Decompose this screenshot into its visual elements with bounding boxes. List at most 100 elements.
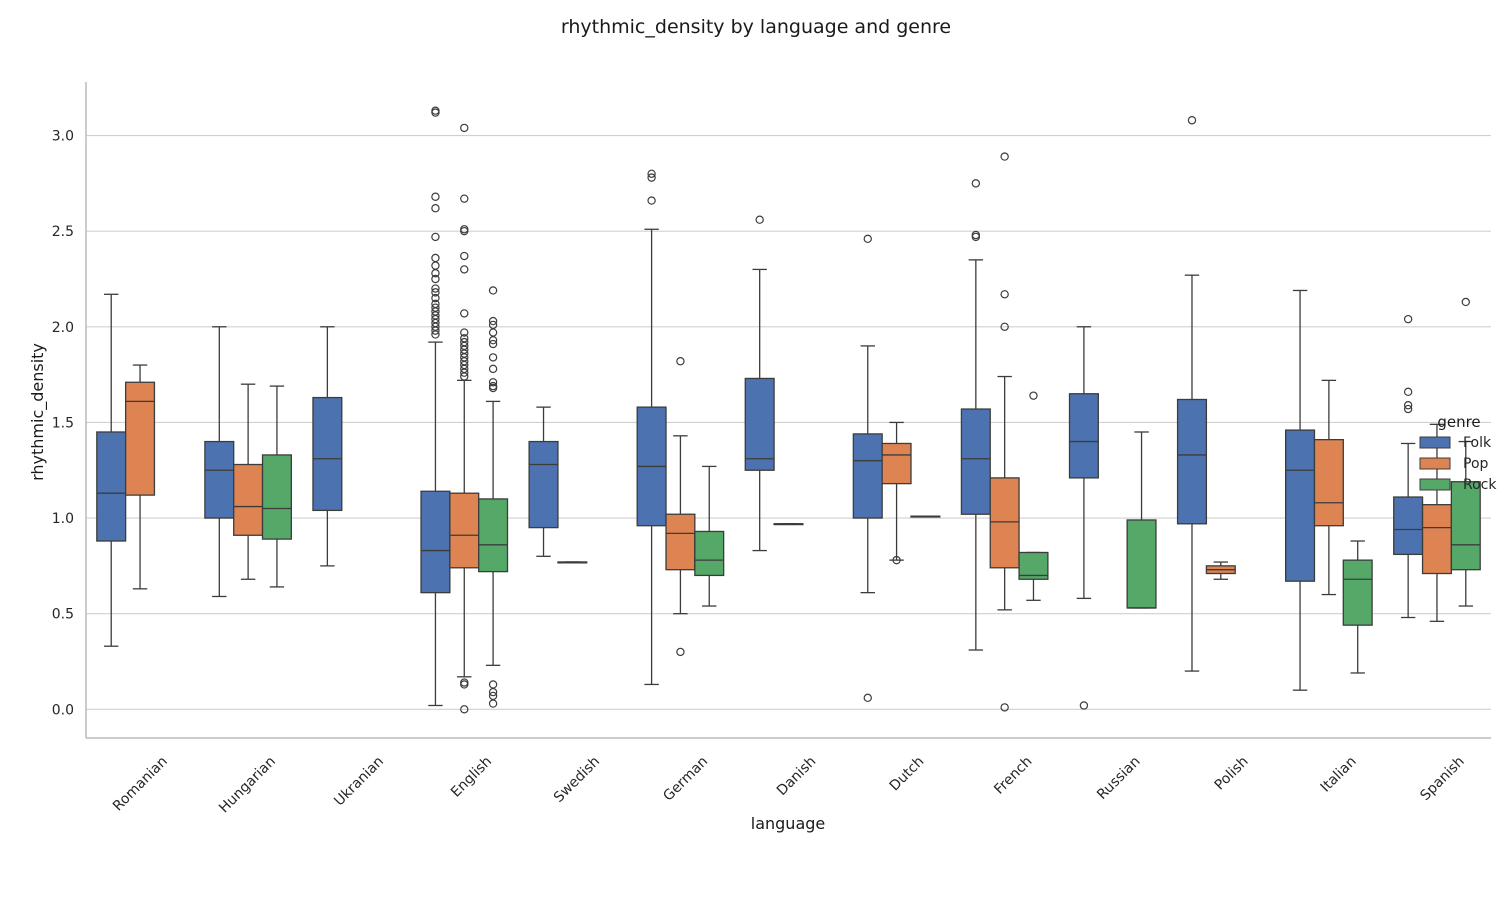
iqr-box bbox=[1450, 481, 1481, 571]
outlier-point bbox=[1403, 404, 1413, 414]
legend-swatch-pop bbox=[1419, 457, 1451, 470]
outlier-point bbox=[1403, 401, 1413, 410]
box-folk-ukranian bbox=[312, 326, 343, 567]
outlier-point bbox=[1000, 322, 1009, 332]
iqr-box bbox=[1421, 504, 1453, 575]
box-folk-french bbox=[960, 179, 991, 651]
iqr-box bbox=[124, 381, 156, 496]
box-pop-polish bbox=[1205, 561, 1236, 580]
outlier-point bbox=[431, 299, 440, 309]
y-axis-label: rhythmic_density bbox=[28, 343, 48, 481]
outlier-point bbox=[1403, 314, 1413, 324]
x-tick-label: Ukranian bbox=[331, 754, 387, 810]
iqr-box bbox=[960, 408, 991, 515]
x-tick-label: Spanish bbox=[1417, 754, 1467, 804]
iqr-box bbox=[96, 431, 127, 542]
outlier-point bbox=[460, 251, 469, 261]
outlier-point bbox=[431, 253, 440, 263]
y-tick-label: 2.5 bbox=[52, 224, 74, 240]
outlier-point bbox=[488, 328, 498, 337]
box-pop-english bbox=[449, 123, 480, 714]
outlier-point bbox=[647, 196, 656, 205]
legend-swatch-rock bbox=[1419, 478, 1451, 491]
box-folk-german bbox=[636, 169, 667, 686]
outlier-point bbox=[1403, 387, 1413, 397]
box-folk-dutch bbox=[852, 234, 883, 703]
outlier-point bbox=[647, 173, 656, 182]
outlier-point bbox=[460, 265, 469, 274]
iqr-box bbox=[478, 498, 509, 573]
outlier-point bbox=[676, 647, 685, 657]
iqr-box bbox=[744, 377, 775, 471]
iqr-box bbox=[420, 490, 451, 594]
box-folk-italian bbox=[1285, 289, 1316, 691]
outlier-point bbox=[488, 381, 498, 391]
box-folk-hungarian bbox=[204, 326, 235, 598]
box-pop-dutch bbox=[881, 421, 912, 565]
outlier-point bbox=[863, 693, 872, 703]
iqr-box bbox=[528, 440, 559, 529]
outlier-point bbox=[431, 284, 440, 293]
outlier-point bbox=[431, 192, 440, 201]
outlier-point bbox=[755, 215, 764, 224]
x-tick-label: German bbox=[660, 754, 711, 805]
x-tick-label: Hungarian bbox=[216, 754, 279, 817]
x-tick-label: Dutch bbox=[887, 754, 928, 795]
outlier-point bbox=[1029, 391, 1038, 400]
y-tick-label: 1.0 bbox=[52, 511, 74, 527]
box-rock-italian bbox=[1342, 540, 1373, 674]
legend: genre Folk Pop Rock bbox=[1419, 413, 1497, 493]
legend-label-pop: Pop bbox=[1463, 456, 1489, 472]
iqr-box bbox=[1393, 496, 1424, 556]
x-axis-label: language bbox=[751, 814, 826, 833]
box-rock-english bbox=[478, 286, 509, 708]
iqr-box bbox=[1285, 429, 1316, 582]
box-rock-german bbox=[694, 465, 725, 607]
iqr-box bbox=[852, 433, 883, 519]
box-rock-spanish bbox=[1450, 297, 1481, 607]
x-tick-label: Polish bbox=[1212, 754, 1252, 794]
outlier-point bbox=[488, 353, 498, 362]
boxes bbox=[96, 106, 1481, 714]
outlier-point bbox=[431, 204, 440, 213]
box-pop-spanish bbox=[1421, 423, 1453, 622]
outlier-point bbox=[460, 328, 469, 337]
outlier-point bbox=[1000, 703, 1009, 712]
outlier-point bbox=[460, 705, 469, 714]
iqr-box bbox=[1068, 393, 1099, 479]
x-tick-label: Romanian bbox=[110, 754, 171, 815]
outlier-point bbox=[1000, 290, 1009, 299]
x-tick-label: Italian bbox=[1318, 754, 1360, 796]
outlier-point bbox=[431, 303, 440, 312]
iqr-box bbox=[989, 477, 1020, 569]
x-tick-label: English bbox=[448, 754, 495, 801]
iqr-box bbox=[1176, 398, 1208, 525]
iqr-box bbox=[204, 440, 235, 519]
iqr-box bbox=[312, 396, 343, 512]
iqr-box bbox=[1342, 559, 1373, 626]
box-pop-danish bbox=[773, 523, 804, 526]
box-folk-english bbox=[420, 106, 451, 707]
x-tick-label: French bbox=[991, 754, 1035, 798]
outlier-point bbox=[431, 293, 440, 303]
iqr-box bbox=[1313, 438, 1344, 527]
y-tick-label: 3.0 bbox=[52, 129, 74, 145]
y-tick-label: 0.0 bbox=[52, 702, 74, 718]
box-folk-swedish bbox=[528, 406, 559, 557]
iqr-box bbox=[233, 463, 264, 536]
outlier-point bbox=[460, 337, 469, 347]
box-rock-russian bbox=[1126, 431, 1157, 609]
box-pop-italian bbox=[1313, 379, 1344, 596]
outlier-point bbox=[863, 234, 872, 244]
outlier-point bbox=[460, 225, 469, 234]
outlier-point bbox=[488, 339, 498, 349]
outlier-point bbox=[676, 357, 685, 366]
chart-title: rhythmic_density by language and genre bbox=[561, 16, 951, 38]
outlier-point bbox=[431, 106, 440, 115]
iqr-box bbox=[694, 530, 725, 577]
outlier-point bbox=[488, 286, 498, 295]
y-tick-label: 2.0 bbox=[52, 320, 74, 336]
box-rock-hungarian bbox=[261, 385, 292, 588]
x-tick-label: Danish bbox=[774, 754, 819, 799]
